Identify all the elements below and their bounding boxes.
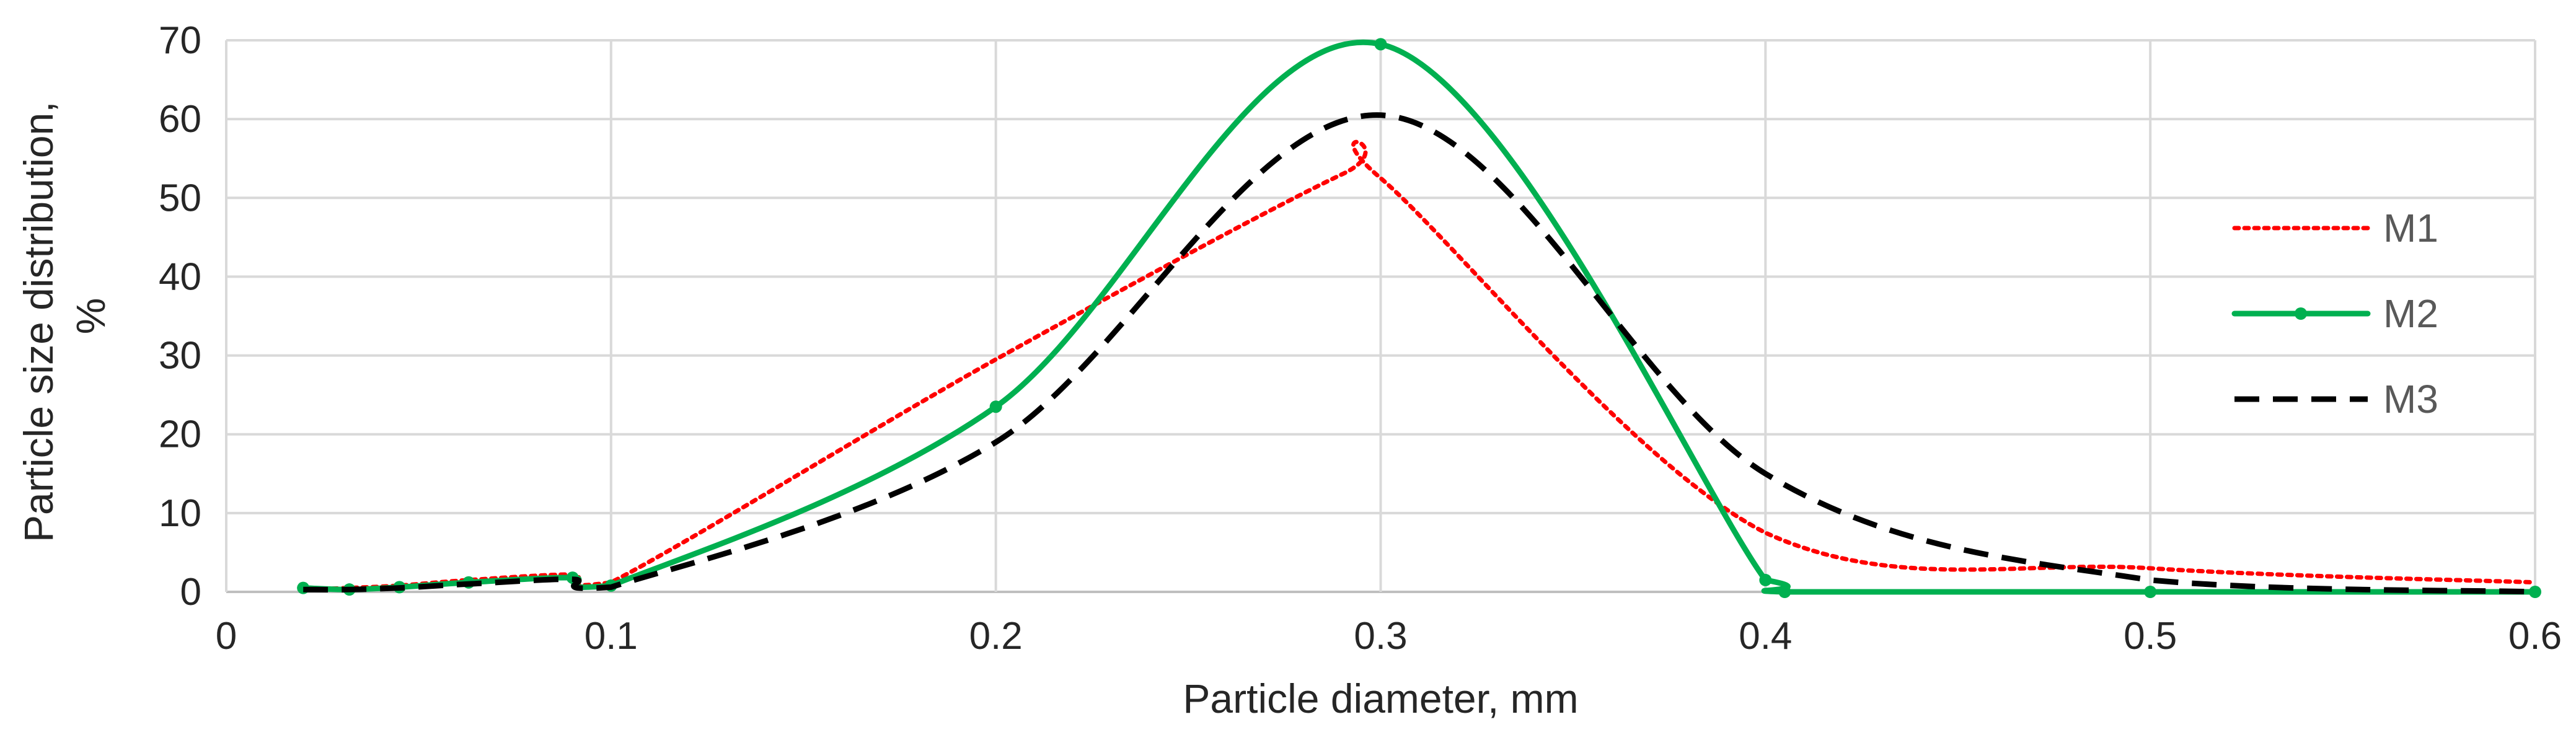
x-axis-title: Particle diameter, mm [1183, 676, 1578, 721]
x-tick-label: 0.1 [584, 615, 638, 658]
x-tick-label: 0.2 [969, 615, 1023, 658]
x-tick-label: 0.4 [1739, 615, 1792, 658]
x-tick-label: 0.3 [1354, 615, 1407, 658]
series-m3 [303, 112, 2536, 595]
legend-marker [2295, 307, 2307, 320]
legend-label: M1 [2383, 206, 2438, 250]
data-point [2529, 586, 2541, 598]
legend-label: M2 [2383, 291, 2438, 336]
legend-item-m1: M1 [2232, 206, 2438, 250]
y-tick-label: 20 [159, 413, 201, 456]
data-point [2144, 586, 2157, 598]
y-tick-label: 30 [159, 335, 201, 377]
series-line-m3 [303, 112, 2536, 595]
series-line-m1 [301, 139, 2538, 592]
series-m1 [301, 139, 2538, 592]
x-tick-label: 0 [216, 615, 237, 658]
data-point [1759, 573, 1772, 586]
legend: M1 M2 M3 [2231, 206, 2438, 421]
legend-label: M3 [2383, 377, 2438, 421]
data-point [1374, 38, 1387, 51]
y-tick-label: 70 [159, 19, 201, 62]
y-tick-label: 40 [159, 255, 201, 298]
y-axis-title-line-2: % [68, 298, 113, 335]
y-axis-title: Particle size distribution, % [15, 90, 113, 542]
legend-item-m3: M3 [2234, 377, 2438, 421]
x-tick-label: 0.6 [2508, 615, 2562, 658]
y-tick-label: 50 [159, 177, 201, 219]
y-tick-label: 10 [159, 492, 201, 535]
series-layer [297, 38, 2541, 598]
x-tick-label: 0.5 [2124, 615, 2177, 658]
y-tick-label: 60 [159, 98, 201, 141]
legend-item-m2: M2 [2231, 291, 2438, 336]
data-point [1778, 586, 1791, 598]
grid-layer [225, 39, 2536, 593]
data-point [989, 400, 1002, 413]
axis-layer: 0 10 20 30 40 50 60 70 0 0.1 0.2 0.3 0.4 0.5 0.6 [159, 19, 2562, 658]
y-tick-label: 0 [180, 571, 201, 614]
y-axis-title-line-1: Particle size distribution, [15, 101, 61, 542]
